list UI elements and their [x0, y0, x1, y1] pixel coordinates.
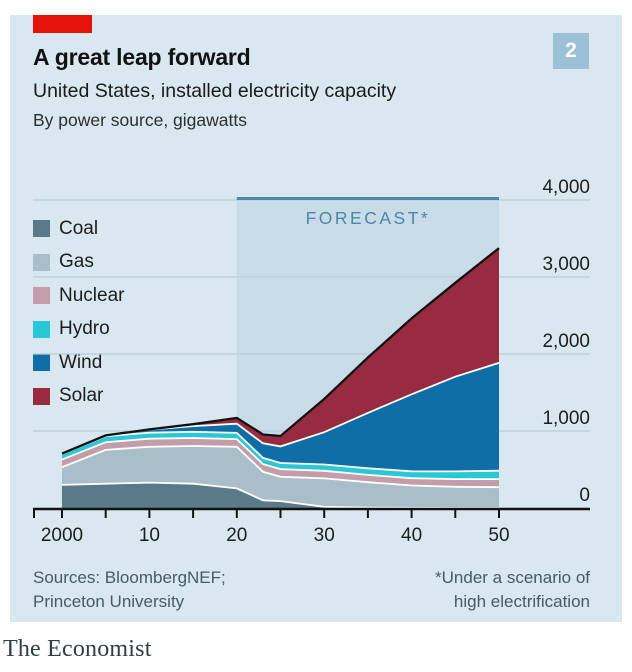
legend-swatch-solar: [33, 387, 50, 405]
area-coal: [62, 482, 499, 508]
publisher-logotype: The Economist: [3, 636, 152, 662]
area-solar: [62, 248, 499, 454]
y-tick-label-4,000: 4,000: [542, 177, 590, 198]
footnote-line-2: high electrification: [453, 592, 590, 611]
sources-line-1: Sources: BloombergNEF;: [33, 568, 226, 587]
y-tick-label-3,000: 3,000: [542, 254, 590, 275]
separator-above-gas: [61, 445, 500, 489]
legend-swatch-gas: [33, 253, 50, 271]
legend-item-nuclear: Nuclear: [33, 279, 124, 313]
x-tick-label-2000: 2000: [41, 525, 83, 546]
x-tick-label-2030: 30: [314, 525, 335, 546]
legend-item-gas: Gas: [33, 246, 124, 280]
economist-red-tab: [33, 15, 92, 33]
chart-subtitle: United States, installed electricity cap…: [33, 80, 397, 102]
y-tick-label-0: 0: [579, 485, 590, 506]
footnote: *Under a scenario of high electrificatio…: [435, 566, 590, 614]
legend-label: Coal: [59, 217, 99, 239]
x-tick-label-2010: 10: [139, 525, 160, 546]
legend-item-coal: Coal: [33, 212, 124, 246]
x-tick-label-2020: 20: [226, 525, 247, 546]
legend-label: Wind: [59, 351, 103, 373]
legend-item-solar: Solar: [33, 380, 124, 414]
area-wind: [62, 362, 499, 472]
sources-line-2: Princeton University: [33, 592, 185, 611]
legend-label: Solar: [59, 385, 104, 407]
legend-item-wind: Wind: [33, 346, 124, 380]
legend: Coal Gas Nuclear Hydro Wind Solar: [33, 212, 124, 413]
x-tick-label-2050: 50: [488, 525, 509, 546]
separator-above-hydro: [61, 430, 500, 473]
legend-swatch-coal: [33, 220, 50, 238]
separator-above-nuclear: [61, 437, 499, 480]
total-capacity-line: [61, 247, 500, 455]
figure-number-badge: 2: [553, 33, 589, 69]
x-tick-label-2040: 40: [401, 525, 422, 546]
legend-swatch-wind: [33, 354, 50, 372]
legend-item-hydro: Hydro: [33, 313, 124, 347]
forecast-label: FORECAST*: [306, 208, 431, 228]
chart-unit-line: By power source, gigawatts: [33, 110, 247, 130]
y-tick-label-1,000: 1,000: [542, 408, 590, 429]
legend-label: Gas: [59, 251, 94, 273]
legend-label: Nuclear: [59, 284, 125, 306]
legend-swatch-hydro: [33, 320, 50, 338]
footnote-line-1: *Under a scenario of: [435, 568, 590, 587]
legend-label: Hydro: [59, 318, 110, 340]
legend-swatch-nuclear: [33, 287, 50, 305]
chart-title: A great leap forward: [33, 44, 251, 70]
sources-note: Sources: BloombergNEF; Princeton Univers…: [33, 566, 226, 614]
y-tick-label-2,000: 2,000: [542, 331, 590, 352]
